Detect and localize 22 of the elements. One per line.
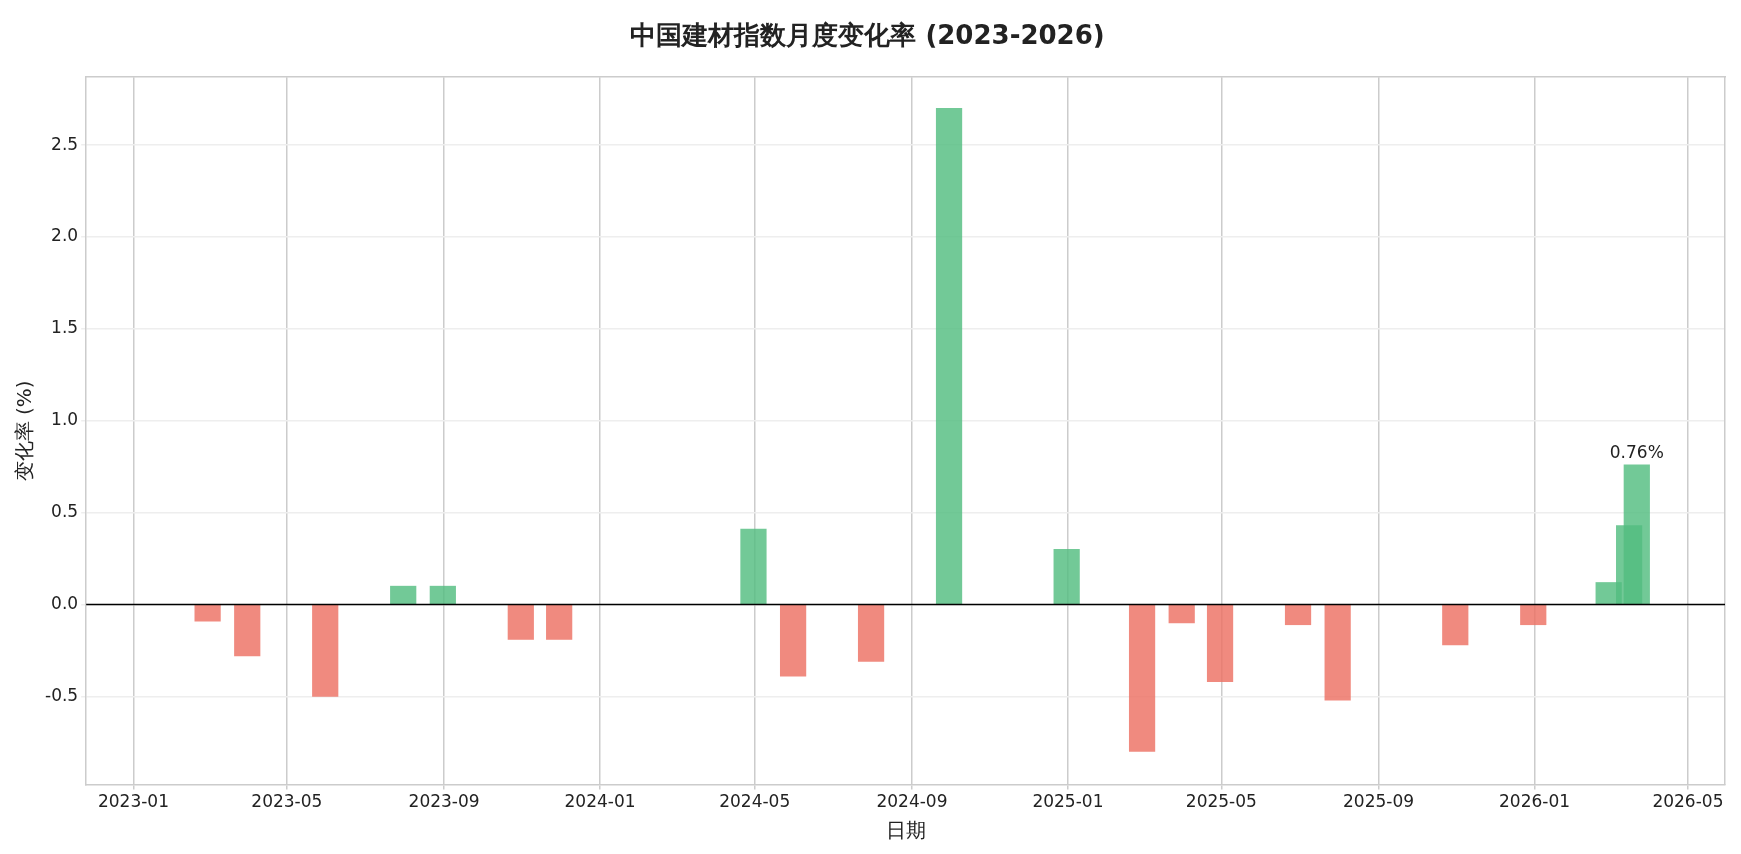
y-tick-label: 1.0 xyxy=(51,409,79,430)
x-axis-title: 日期 xyxy=(885,818,926,843)
x-tick-label: 2024-05 xyxy=(719,791,791,812)
data-label: 0.76% xyxy=(1609,441,1664,462)
chart-title: 中国建材指数月度变化率 (2023-2026) xyxy=(630,20,1105,51)
x-tick-label: 2023-09 xyxy=(408,791,480,812)
y-tick-label: 0.5 xyxy=(51,501,79,522)
y-tick-label: 1.5 xyxy=(51,317,79,338)
x-tick-label: 2026-01 xyxy=(1499,791,1571,812)
x-tick-label: 2025-01 xyxy=(1032,791,1104,812)
y-tick-label: -0.5 xyxy=(45,684,79,705)
x-tick-label: 2024-09 xyxy=(876,791,948,812)
x-tick-label: 2025-09 xyxy=(1343,791,1415,812)
y-tick-label: 2.0 xyxy=(51,225,79,246)
x-tick-label: 2024-01 xyxy=(564,791,636,812)
x-tick-label: 2026-05 xyxy=(1652,791,1724,812)
x-tick-label: 2025-05 xyxy=(1185,791,1257,812)
x-tick-label: 2023-05 xyxy=(251,791,323,812)
x-tick-label: 2023-01 xyxy=(97,791,169,812)
y-axis-title: 变化率 (%) xyxy=(12,380,37,482)
y-tick-label: 0.0 xyxy=(51,592,79,613)
y-tick-label: 2.5 xyxy=(51,133,79,154)
